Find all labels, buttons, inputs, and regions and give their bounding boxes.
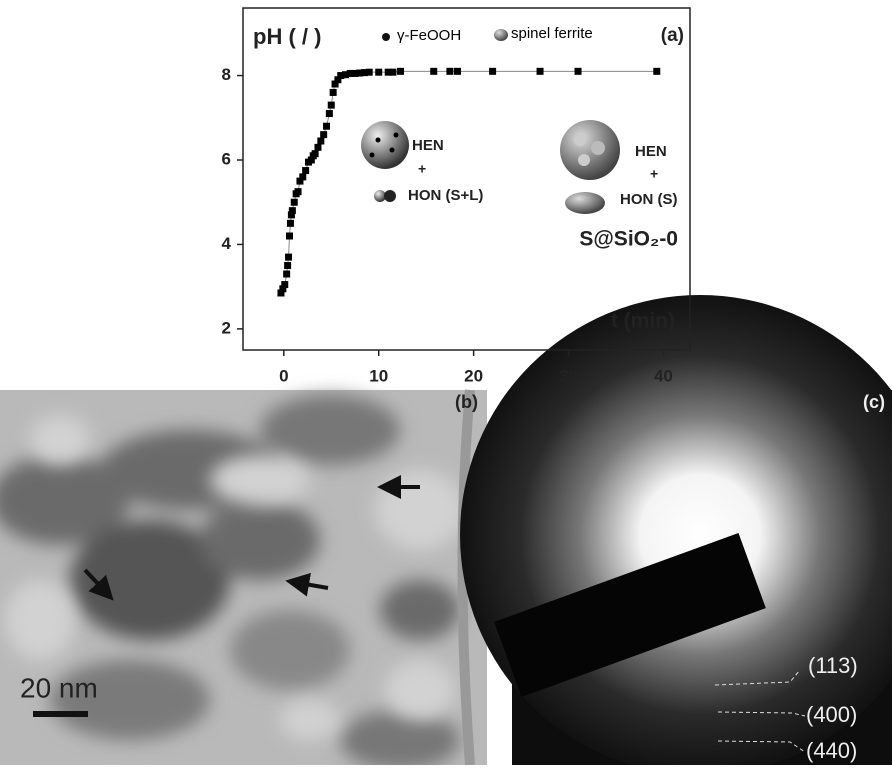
y-tick-label: 8 — [222, 65, 231, 84]
data-point — [446, 68, 453, 75]
data-point — [317, 138, 324, 145]
data-point — [375, 69, 382, 76]
data-point — [326, 110, 333, 117]
x-tick-label: 0 — [279, 366, 288, 385]
x-tick-label: 10 — [369, 366, 388, 385]
data-point — [323, 123, 330, 130]
data-point — [575, 68, 582, 75]
annotation: HEN — [412, 137, 444, 154]
data-point — [389, 69, 396, 76]
scale-bar-label: 20 nm — [20, 672, 98, 703]
annotation: S@SiO₂-0 — [579, 228, 678, 251]
data-point — [289, 207, 296, 214]
panel-label: (c) — [863, 392, 885, 412]
data-point — [283, 271, 290, 278]
figure: (b) 20 nm (c) (113) (400) (440) pH ( / )… — [0, 0, 892, 765]
data-point — [302, 167, 309, 174]
data-point — [312, 150, 319, 157]
legend-text: spinel ferrite — [511, 25, 593, 42]
x-axis-label: t (min) — [611, 310, 675, 333]
data-point — [314, 144, 321, 151]
y-axis-label: pH ( / ) — [253, 24, 321, 49]
data-point — [328, 102, 335, 109]
plot-frame — [243, 8, 690, 350]
ring-label: (400) — [806, 702, 857, 727]
data-point — [454, 68, 461, 75]
data-point — [291, 199, 298, 206]
annotation: + — [650, 166, 658, 182]
data-point — [489, 68, 496, 75]
data-point — [330, 89, 337, 96]
data-point — [281, 281, 288, 288]
sphere-icon — [361, 120, 620, 214]
x-tick-label: 30 — [559, 366, 578, 385]
diffraction-image — [460, 295, 892, 765]
tem-image — [0, 390, 487, 765]
annotation: + — [418, 161, 426, 177]
annotation: HEN — [635, 143, 667, 160]
annotation: HON (S+L) — [408, 187, 483, 204]
panel-label: (b) — [455, 392, 478, 412]
x-tick-label: 40 — [654, 366, 673, 385]
ring-label: (440) — [806, 738, 857, 763]
data-point — [320, 131, 327, 138]
data-point — [284, 262, 291, 269]
legend-dot — [382, 33, 390, 41]
y-tick-label: 4 — [222, 234, 232, 253]
y-tick-label: 6 — [222, 149, 231, 168]
data-point — [287, 220, 294, 227]
y-tick-label: 2 — [222, 318, 231, 337]
series-line — [281, 71, 657, 293]
legend-sphere — [494, 29, 508, 41]
data-point — [653, 68, 660, 75]
data-point — [286, 233, 293, 240]
data-point — [430, 68, 437, 75]
data-point — [285, 254, 292, 261]
page: {"chart_data": {"type": "line", "marker"… — [0, 0, 892, 765]
data-point — [295, 188, 302, 195]
data-point — [537, 68, 544, 75]
annotation: HON (S) — [620, 191, 678, 208]
panel-label: (a) — [661, 25, 684, 46]
data-point — [299, 173, 306, 180]
x-tick-label: 20 — [464, 366, 483, 385]
legend-text: γ-FeOOH — [397, 27, 461, 44]
data-point — [366, 69, 373, 76]
data-point — [397, 68, 404, 75]
ring-label: (113) — [808, 653, 858, 678]
